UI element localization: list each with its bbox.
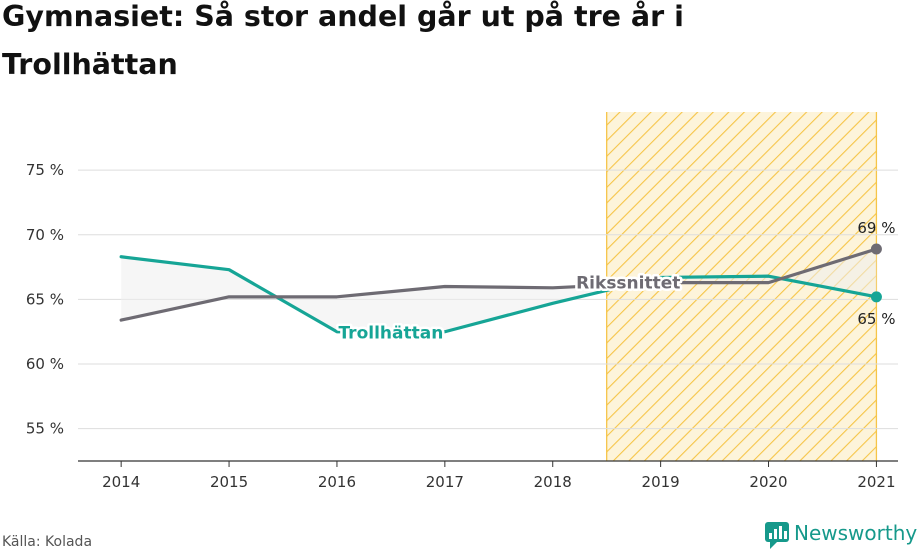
chart-title-line-2: Trollhättan bbox=[2, 48, 178, 81]
x-tick-label: 2020 bbox=[749, 473, 787, 491]
series-label-rikssnittet: Rikssnittet bbox=[576, 274, 680, 294]
gap-area bbox=[121, 249, 877, 332]
x-tick-label: 2016 bbox=[318, 473, 356, 491]
x-tick-label: 2017 bbox=[426, 473, 464, 491]
series-line-rikssnittet bbox=[119, 247, 879, 322]
y-tick-label: 60 % bbox=[26, 355, 64, 373]
series-label-trollhattan: Trollhättan bbox=[338, 324, 443, 344]
x-tick-label: 2018 bbox=[534, 473, 572, 491]
y-tick-label: 75 % bbox=[26, 161, 64, 179]
y-tick-label: 65 % bbox=[26, 290, 64, 308]
y-tick-label: 70 % bbox=[26, 226, 64, 244]
x-tick-label: 2019 bbox=[642, 473, 680, 491]
x-tick-label: 2015 bbox=[210, 473, 248, 491]
y-tick-label: 55 % bbox=[26, 420, 64, 438]
newsworthy-logo-icon bbox=[765, 522, 789, 549]
end-point-trollhattan bbox=[870, 291, 882, 303]
newsworthy-logo-text: Newsworthy bbox=[794, 521, 917, 545]
series-line-trollhattan bbox=[119, 255, 879, 334]
end-label-rikssnittet: 69 % bbox=[857, 219, 895, 237]
source-note: Källa: Kolada bbox=[2, 534, 92, 550]
newsworthy-logo[interactable]: Newsworthy bbox=[765, 521, 917, 549]
end-point-rikssnittet bbox=[870, 243, 882, 255]
x-tick-label: 2021 bbox=[857, 473, 895, 491]
end-label-trollhattan: 65 % bbox=[857, 310, 895, 328]
x-tick-label: 2014 bbox=[102, 473, 140, 491]
chart-title-line-1: Gymnasiet: Så stor andel går ut på tre å… bbox=[2, 0, 684, 33]
